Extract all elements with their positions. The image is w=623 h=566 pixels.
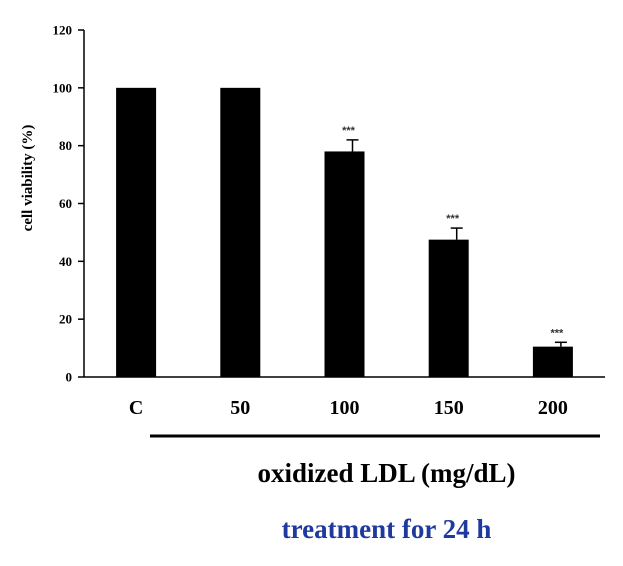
- x-tick-label: C: [129, 397, 143, 419]
- y-tick-label: 40: [59, 254, 72, 269]
- treatment-caption: treatment for 24 h: [281, 514, 492, 544]
- x-axis-label: oxidized LDL (mg/dL): [257, 458, 516, 488]
- x-tick-label: 100: [330, 397, 360, 419]
- y-axis: 0 20 40 60 80 100 120: [53, 23, 85, 385]
- y-axis-label: cell viability (%): [20, 125, 36, 232]
- bar: [532, 346, 573, 377]
- bar: [116, 87, 157, 377]
- x-tick-label: 200: [538, 397, 568, 419]
- bar: [220, 87, 261, 377]
- y-tick-label: 120: [53, 23, 73, 38]
- significance-label: ***: [342, 125, 356, 137]
- bar: [428, 239, 469, 377]
- x-tick-label: 150: [434, 397, 464, 419]
- y-tick-label: 80: [59, 138, 72, 153]
- x-tick-label: 50: [230, 397, 250, 419]
- y-tick-label: 20: [59, 312, 72, 327]
- y-tick-label: 100: [53, 80, 73, 95]
- y-tick-label: 60: [59, 196, 72, 211]
- significance-label: ***: [446, 213, 460, 225]
- significance-label: ***: [550, 327, 564, 339]
- bar-chart: 0 20 40 60 80 100 120 cell viability (%) *** **…: [20, 23, 605, 438]
- bar: [324, 151, 365, 377]
- y-tick-label: 0: [66, 370, 73, 385]
